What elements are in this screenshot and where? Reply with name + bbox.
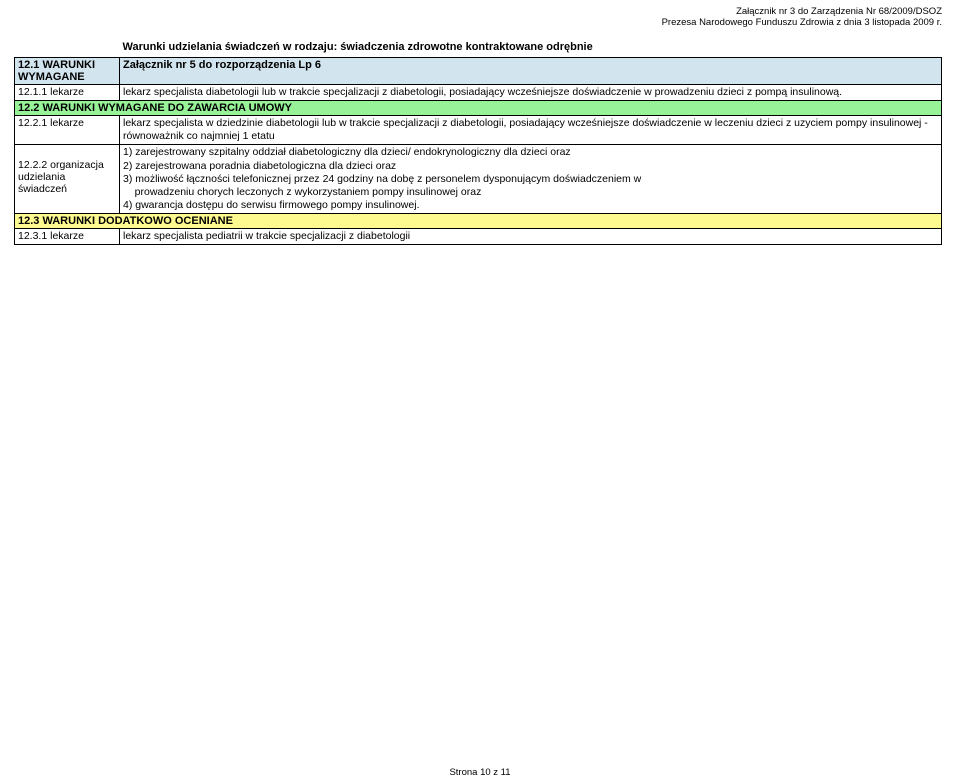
- list-item: 3) możliwość łączności telefonicznej prz…: [123, 173, 938, 186]
- table-row: 12.3 WARUNKI DODATKOWO OCENIANE: [15, 214, 942, 229]
- row-label: 12.1 WARUNKI WYMAGANE: [15, 58, 120, 85]
- doc-title: Warunki udzielania świadczeń w rodzaju: …: [120, 40, 942, 58]
- table-row: Warunki udzielania świadczeń w rodzaju: …: [15, 40, 942, 58]
- row-label: 12.2 WARUNKI WYMAGANE DO ZAWARCIA UMOWY: [15, 101, 942, 116]
- row-label: 12.1.1 lekarze: [15, 85, 120, 101]
- table-row: 12.3.1 lekarze lekarz specjalista pediat…: [15, 229, 942, 245]
- page-footer: Strona 10 z 11: [0, 767, 960, 778]
- conditions-table: Warunki udzielania świadczeń w rodzaju: …: [14, 40, 942, 245]
- row-text: Załącznik nr 5 do rozporządzenia Lp 6: [120, 58, 942, 85]
- table-row: 12.2 WARUNKI WYMAGANE DO ZAWARCIA UMOWY: [15, 101, 942, 116]
- table-row: 12.2.2 organizacja udzielania świadczeń …: [15, 145, 942, 214]
- list-item: 2) zarejestrowana poradnia diabetologicz…: [123, 160, 938, 173]
- row-label: 12.2.2 organizacja udzielania świadczeń: [15, 145, 120, 214]
- list-item: prowadzeniu chorych leczonych z wykorzys…: [123, 186, 938, 199]
- main-content: Warunki udzielania świadczeń w rodzaju: …: [14, 40, 942, 245]
- row-text: lekarz specjalista diabetologii lub w tr…: [120, 85, 942, 101]
- row-text: lekarz specjalista w dziedzinie diabetol…: [120, 116, 942, 145]
- row-text: lekarz specjalista pediatrii w trakcie s…: [120, 229, 942, 245]
- header-line2: Prezesa Narodowego Funduszu Zdrowia z dn…: [662, 17, 942, 28]
- row-text: 1) zarejestrowany szpitalny oddział diab…: [120, 145, 942, 214]
- doc-header: Załącznik nr 3 do Zarządzenia Nr 68/2009…: [662, 6, 942, 28]
- list-item: 1) zarejestrowany szpitalny oddział diab…: [123, 146, 938, 159]
- row-label: 12.2.1 lekarze: [15, 116, 120, 145]
- row-label: 12.3.1 lekarze: [15, 229, 120, 245]
- row-label: 12.3 WARUNKI DODATKOWO OCENIANE: [15, 214, 942, 229]
- table-row: 12.1 WARUNKI WYMAGANE Załącznik nr 5 do …: [15, 58, 942, 85]
- table-row: 12.1.1 lekarze lekarz specjalista diabet…: [15, 85, 942, 101]
- header-line1: Załącznik nr 3 do Zarządzenia Nr 68/2009…: [662, 6, 942, 17]
- list-item: 4) gwarancja dostępu do serwisu firmoweg…: [123, 199, 938, 212]
- table-row: 12.2.1 lekarze lekarz specjalista w dzie…: [15, 116, 942, 145]
